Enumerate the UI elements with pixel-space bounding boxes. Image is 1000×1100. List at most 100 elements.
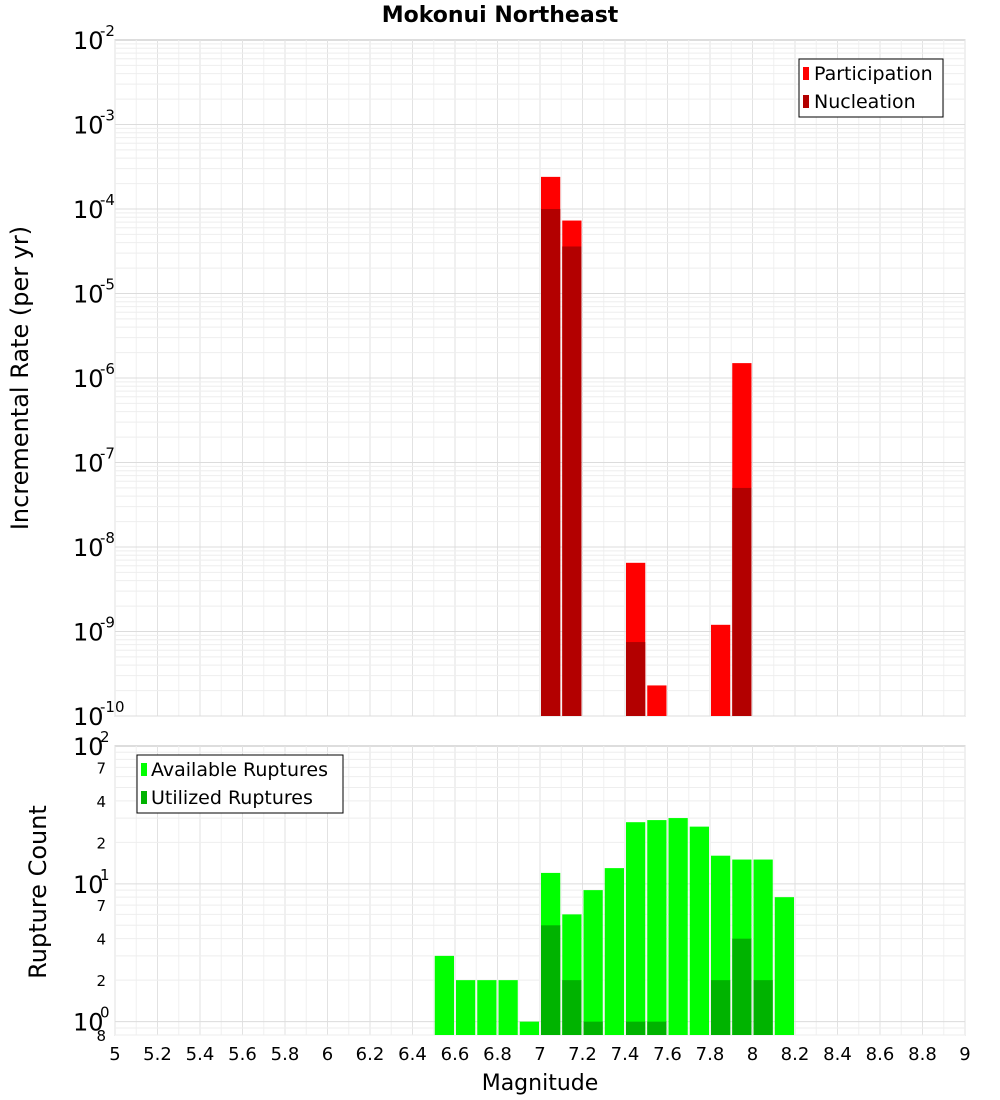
bottom-y-minor-tick-label: 7 [96,759,106,777]
bottom-bar-available-ruptures [689,826,709,1035]
x-tick-label: 7.2 [568,1044,597,1065]
bottom-y-minor-tick-label: 8 [96,1027,106,1045]
top-y-axis-label: Incremental Rate (per yr) [6,226,34,530]
top-y-tick-exponent: -6 [100,360,115,378]
x-tick-labels: 5 5.2 5.4 5.6 5.8 6 6.2 6.4 6.6 6.8 7 7.2 7.4 7.6 7.8 8… [109,1044,970,1065]
x-tick-label: 7 [534,1044,545,1065]
bottom-bar-available-ruptures [477,980,497,1035]
legend-utilized-ruptures: Utilized Ruptures [151,787,313,809]
x-tick-label: 8.8 [908,1044,937,1065]
x-tick-label: 5.2 [143,1044,172,1065]
bottom-y-tick-exponent: 1 [100,866,110,884]
bottom-bar-available-ruptures [456,980,476,1035]
top-y-tick-label: 10 [73,281,104,309]
legend-participation: Participation [814,63,933,85]
x-tick-label: 6.6 [441,1044,470,1065]
top-y-tick-exponent: -2 [100,22,115,40]
bottom-bar-utilized-ruptures [753,980,773,1035]
utilized-swatch [141,791,147,804]
top-y-tick-exponent: -3 [100,107,115,125]
x-tick-label: 6.8 [483,1044,512,1065]
x-tick-label: 5.6 [228,1044,257,1065]
x-axis-label: Magnitude [482,1071,599,1096]
x-tick-label: 5.4 [186,1044,215,1065]
bottom-bar-available-ruptures [774,897,794,1035]
top-y-tick-label: 10 [73,534,104,562]
chart-title: Mokonui Northeast [382,3,619,28]
top-y-tick-label: 10 [73,619,104,647]
x-tick-label: 8 [747,1044,758,1065]
bottom-bar-utilized-ruptures [541,925,561,1035]
bottom-y-tick-label: 10 [73,871,104,899]
bottom-bar-available-ruptures [583,890,603,1035]
top-bars [541,176,752,717]
bottom-y-minor-tick-label: 4 [96,793,106,811]
bottom-y-minor-tick-label: 4 [96,931,106,949]
top-y-tick-label: 10 [73,703,104,731]
x-tick-label: 5 [109,1044,120,1065]
bottom-bar-available-ruptures [626,822,646,1035]
bottom-bar-utilized-ruptures [732,938,752,1035]
x-tick-label: 7.6 [653,1044,682,1065]
top-gridlines [114,40,966,717]
bottom-y-tick-exponent: 2 [100,728,110,746]
bottom-y-minor-tick-label: 2 [96,834,106,852]
top-y-tick-exponent: -9 [100,614,115,632]
participation-swatch [803,67,809,80]
top-y-tick-label: 10 [73,365,104,393]
top-y-tick-exponent: -7 [100,445,115,463]
bottom-gridlines [114,746,966,1036]
x-tick-label: 6 [322,1044,333,1065]
bottom-bar-utilized-ruptures [711,980,731,1035]
bottom-bar-utilized-ruptures [626,1021,646,1035]
top-bar-nucleation [732,487,752,716]
top-legend-box [798,58,944,118]
bottom-bar-available-ruptures [604,868,624,1035]
bottom-y-tick-label: 10 [73,1009,104,1037]
bottom-bar-available-ruptures [647,820,667,1035]
bottom-bars [434,818,794,1035]
bottom-y-minor-tick-label: 7 [96,897,106,915]
bottom-bar-available-ruptures [519,1021,539,1035]
bottom-y-tick-label: 10 [73,733,104,761]
top-bar-nucleation [626,642,646,716]
x-tick-label: 5.8 [271,1044,300,1065]
bottom-bar-utilized-ruptures [647,1021,667,1035]
top-legend: Participation Nucleation [798,58,944,118]
bottom-bar-utilized-ruptures [583,1021,603,1035]
top-y-tick-label: 10 [73,450,104,478]
top-bar-participation [647,685,667,716]
bottom-bar-utilized-ruptures [562,980,582,1035]
x-tick-label: 6.2 [356,1044,385,1065]
nucleation-swatch [803,95,809,108]
bottom-bar-available-ruptures [434,955,454,1035]
bottom-legend: Available Ruptures Utilized Ruptures [136,754,344,814]
top-y-tick-exponent: -8 [100,529,115,547]
bottom-y-tick-exponent: 0 [100,1004,110,1022]
x-tick-label: 8.4 [823,1044,852,1065]
x-tick-label: 7.4 [611,1044,640,1065]
bottom-bar-available-ruptures [668,818,688,1035]
legend-nucleation: Nucleation [814,91,916,113]
available-swatch [141,763,147,776]
x-tick-label: 8.6 [866,1044,895,1065]
top-y-tick-exponent: -4 [100,191,115,209]
top-y-tick-label: 10 [73,27,104,55]
top-bar-participation [711,624,731,716]
legend-available-ruptures: Available Ruptures [151,759,328,781]
bottom-y-minor-tick-label: 2 [96,972,106,990]
bottom-legend-box [136,754,344,814]
bottom-bar-available-ruptures [498,980,518,1035]
x-tick-label: 7.8 [696,1044,725,1065]
top-y-tick-label: 10 [73,112,104,140]
x-tick-label: 6.4 [398,1044,427,1065]
top-y-tick-label: 10 [73,196,104,224]
bottom-y-axis-label: Rupture Count [24,805,52,979]
top-bar-nucleation [562,246,582,716]
top-y-tick-exponent: -5 [100,276,115,294]
